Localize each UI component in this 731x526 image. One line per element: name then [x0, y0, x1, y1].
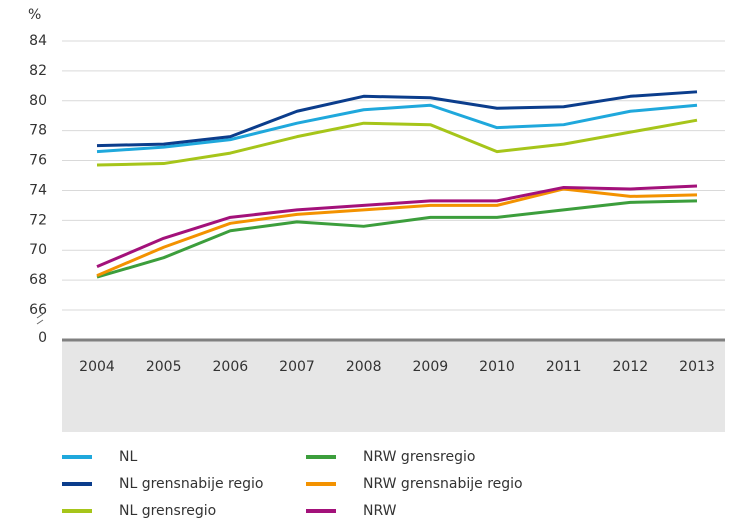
y-tick-label: 70 [29, 242, 47, 258]
legend-label: NRW grensnabije regio [363, 476, 523, 492]
series-line [96, 118, 698, 167]
y-tick-label: 72 [29, 212, 47, 228]
y-tick-label: 0 [38, 330, 47, 346]
y-tick-label: 80 [29, 93, 47, 109]
y-tick-label: 76 [29, 153, 47, 169]
y-tick-label: 78 [29, 123, 47, 139]
x-tick-label: 2010 [479, 359, 515, 375]
series-line [96, 187, 698, 278]
legend-label: NL grensregio [119, 503, 216, 519]
y-tick-label: 84 [29, 33, 47, 49]
x-tick-label: 2013 [679, 359, 715, 375]
x-tick-label: 2012 [613, 359, 649, 375]
y-axis-label: % [28, 7, 41, 23]
x-tick-label: 2008 [346, 359, 382, 375]
series-line [96, 103, 698, 154]
series-line [96, 184, 698, 269]
x-axis-band [62, 340, 725, 432]
legend-label: NL grensnabije regio [119, 476, 263, 492]
legend-label: NRW grensregio [363, 449, 475, 465]
x-tick-label: 2007 [279, 359, 315, 375]
x-tick-label: 2011 [546, 359, 582, 375]
x-tick-label: 2004 [79, 359, 115, 375]
y-tick-label: 66 [29, 302, 47, 318]
axis-break [36, 313, 44, 325]
series-line [96, 90, 698, 148]
x-tick-label: 2006 [213, 359, 249, 375]
y-tick-label: 74 [29, 182, 47, 198]
x-tick-label: 2009 [413, 359, 449, 375]
y-tick-label: 82 [29, 63, 47, 79]
legend-label: NL [119, 449, 137, 465]
series-line [96, 199, 698, 279]
x-tick-label: 2005 [146, 359, 182, 375]
y-tick-label: 68 [29, 272, 47, 288]
legend-label: NRW [363, 503, 397, 519]
